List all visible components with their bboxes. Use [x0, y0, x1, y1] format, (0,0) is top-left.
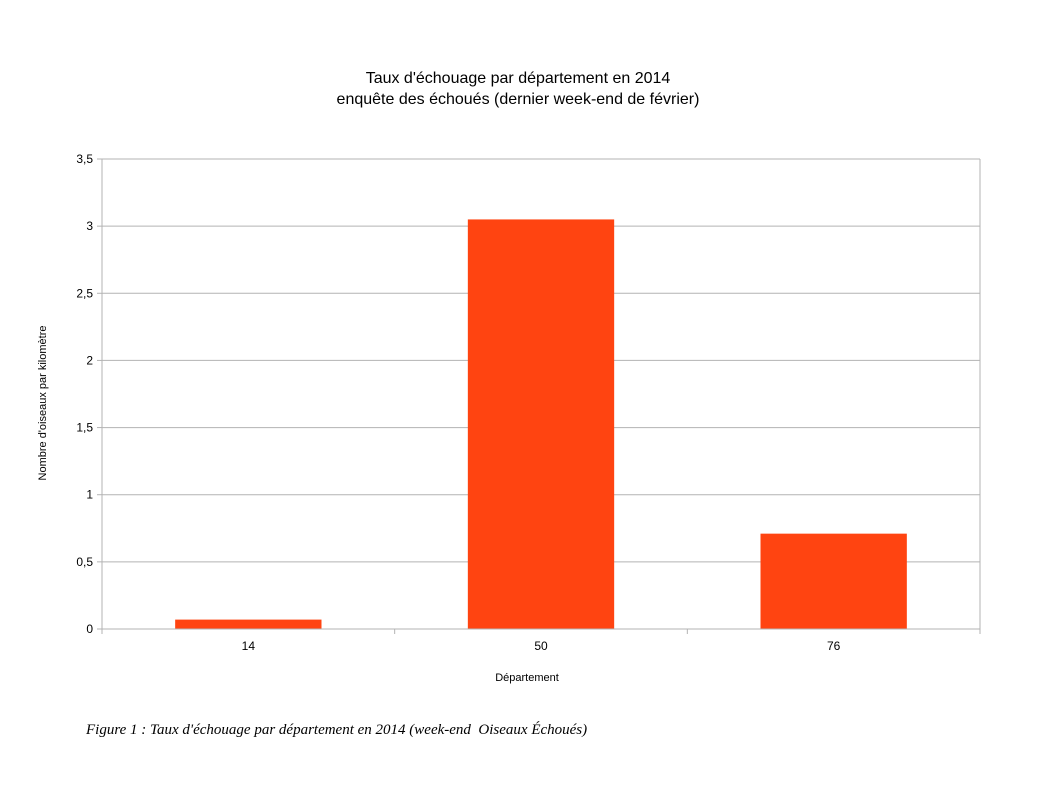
- figure-caption: Figure 1 : Taux d'échouage par départeme…: [86, 722, 588, 738]
- x-axis-ticks: 14 50 76: [242, 629, 841, 653]
- y-tick-label: 1: [86, 488, 93, 502]
- bar-chart: Taux d'échouage par département en 2014 …: [37, 70, 981, 684]
- y-tick-label: 3,5: [76, 152, 93, 166]
- y-tick-label: 3: [86, 219, 93, 233]
- x-tick-label: 76: [827, 639, 841, 653]
- bar-14: [175, 619, 322, 629]
- x-tick-label: 14: [242, 639, 256, 653]
- y-tick-label: 0: [86, 622, 93, 636]
- y-axis-ticks: 0 0,5 1 1,5 2 2,5 3 3,5: [76, 152, 102, 636]
- y-tick-label: 1,5: [76, 421, 93, 435]
- axes: [101, 159, 981, 634]
- y-axis-title: Nombre d'oiseaux par kilomètre: [37, 326, 49, 481]
- y-tick-label: 2,5: [76, 286, 93, 300]
- chart-title-line-1: Taux d'échouage par département en 2014: [366, 70, 671, 87]
- x-axis-title: Département: [495, 672, 559, 684]
- x-tick-label: 50: [534, 639, 548, 653]
- y-tick-label: 0,5: [76, 555, 93, 569]
- chart-title-line-2: enquête des échoués (dernier week-end de…: [337, 91, 700, 108]
- y-tick-label: 2: [86, 353, 93, 367]
- bar-50: [467, 219, 615, 629]
- bars: [175, 219, 907, 629]
- bar-76: [760, 533, 907, 629]
